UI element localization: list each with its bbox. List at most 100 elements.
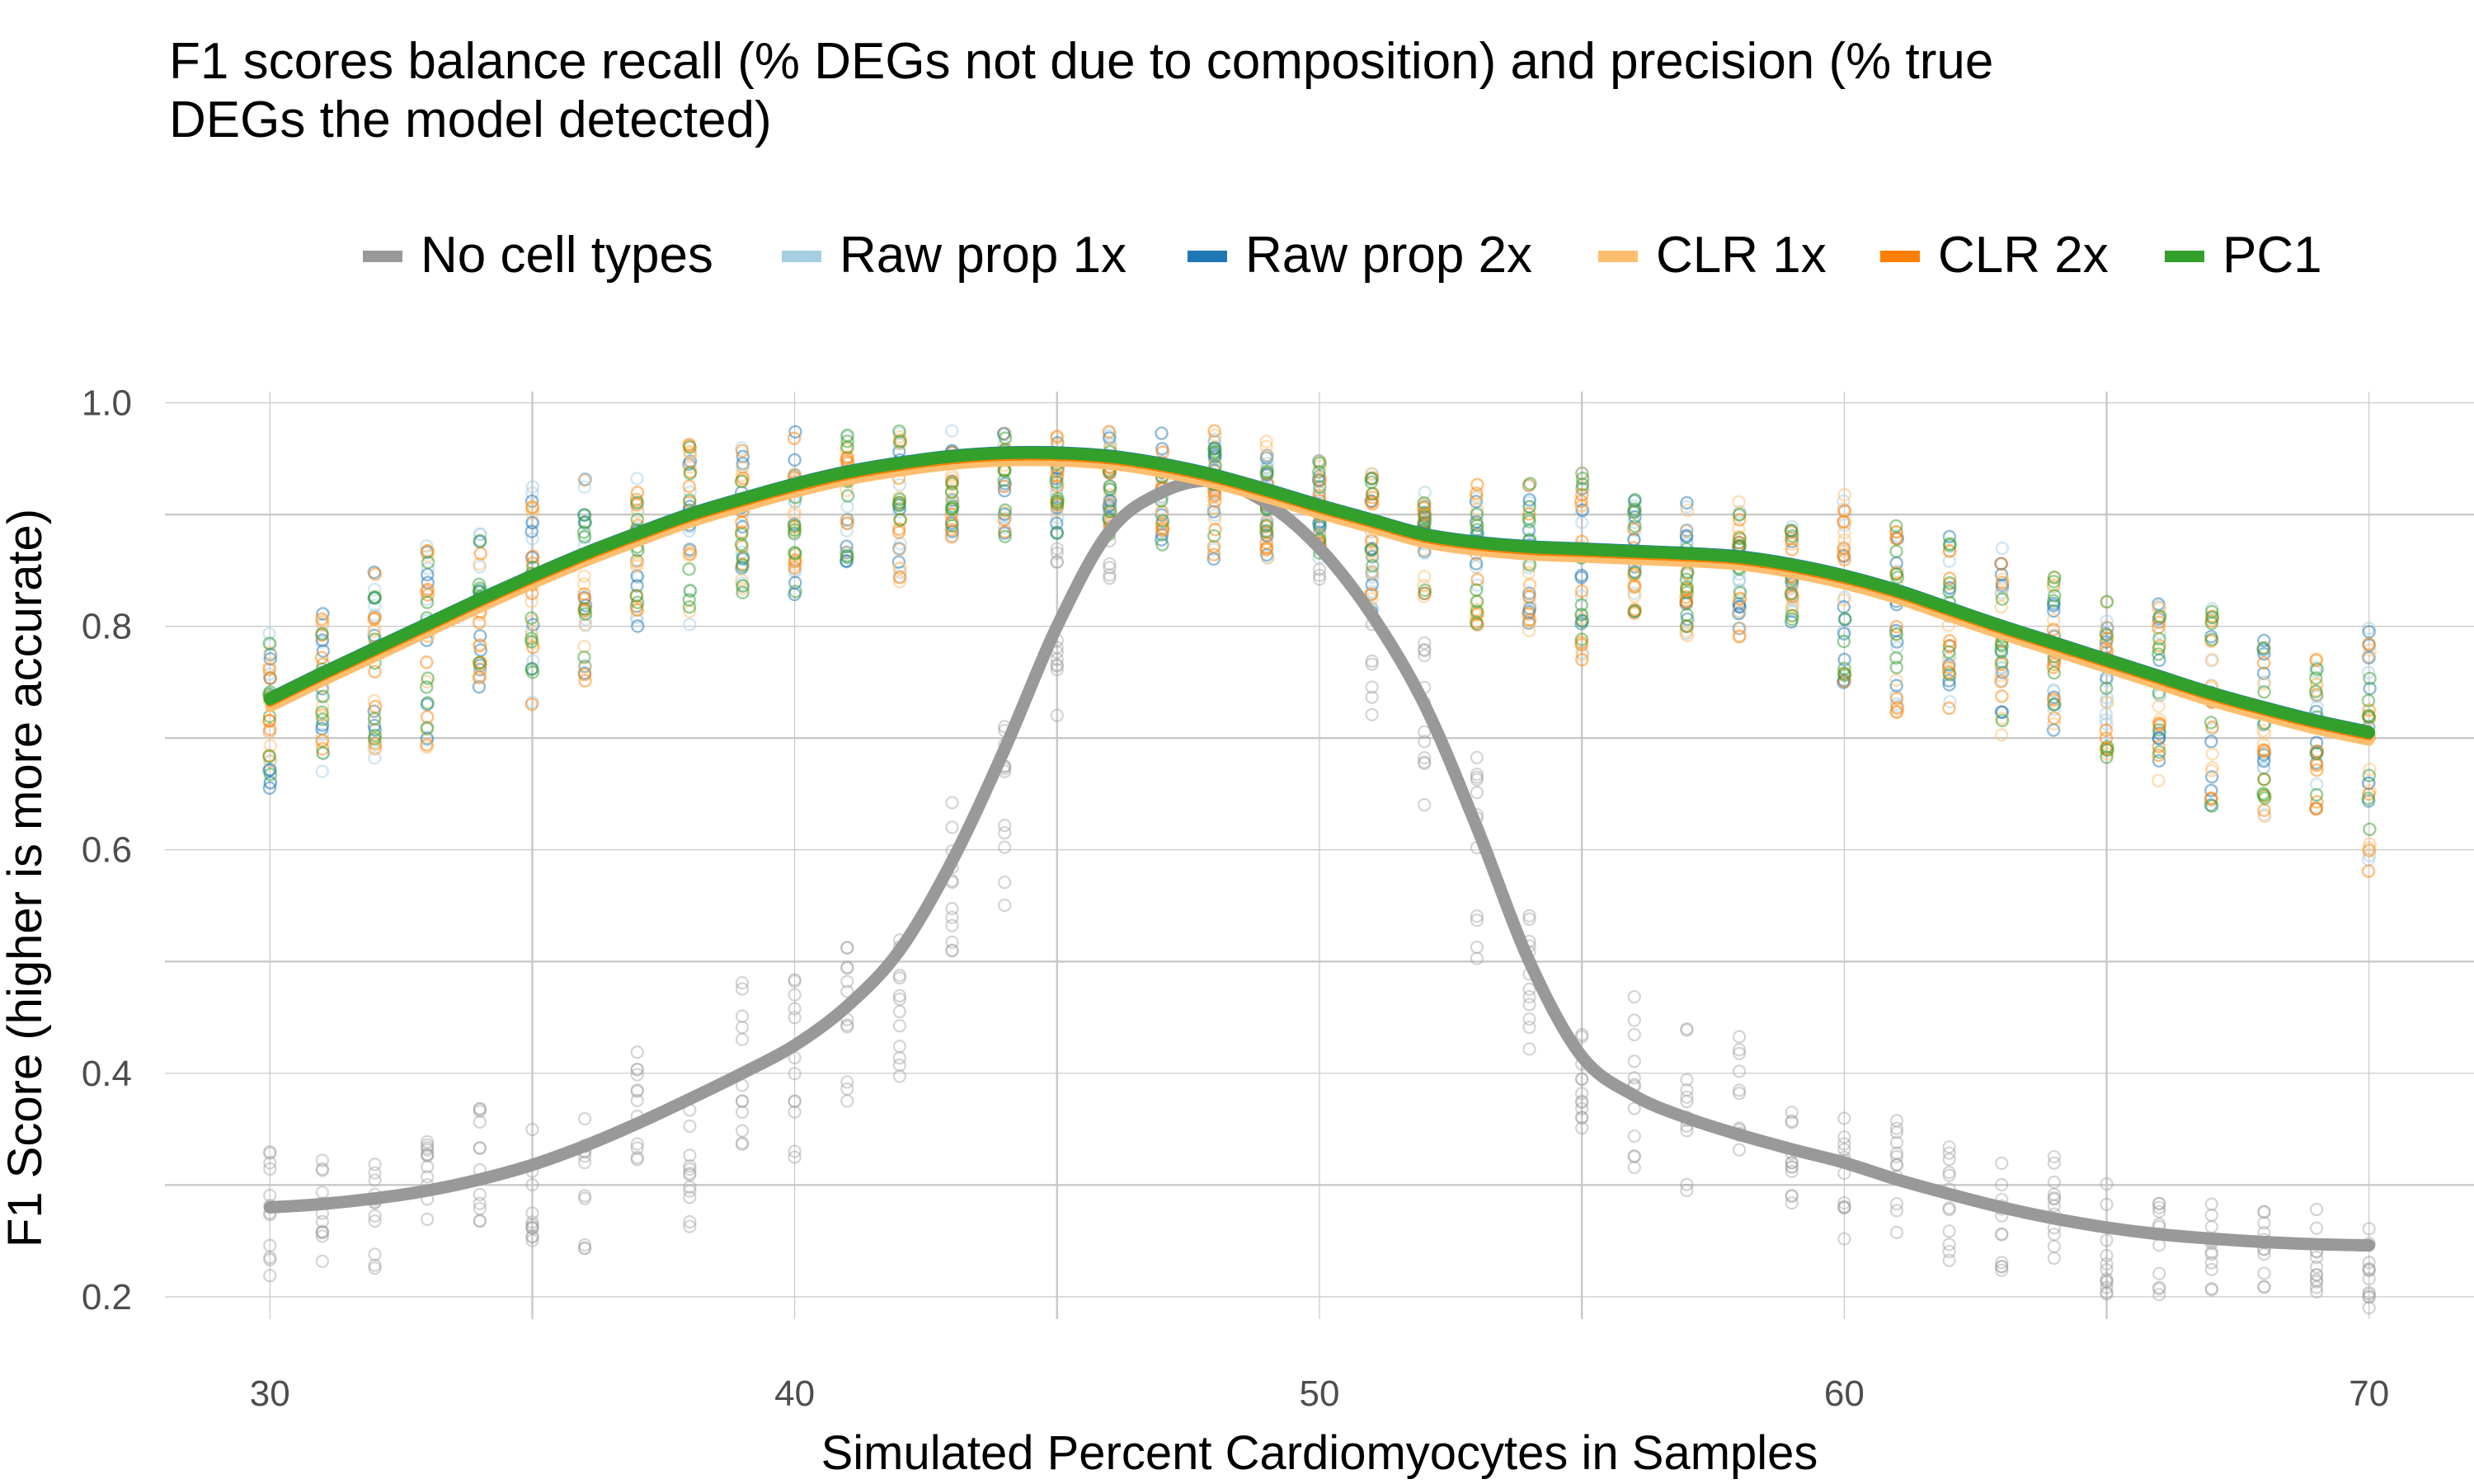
point-no-cell-types (1732, 1143, 1747, 1157)
point-1 (1470, 578, 1484, 592)
point-no-cell-types (525, 1221, 539, 1235)
point-no-cell-types (473, 1196, 487, 1210)
point-5 (1522, 500, 1536, 514)
point-no-cell-types (892, 1058, 907, 1073)
point-3 (1522, 566, 1536, 580)
point-no-cell-types (315, 1162, 330, 1176)
point-1 (630, 472, 644, 486)
point-5 (1259, 524, 1273, 538)
point-no-cell-types (1627, 989, 1641, 1004)
point-no-cell-types (473, 1104, 487, 1119)
point-4 (1206, 547, 1221, 561)
point-no-cell-types (577, 1111, 592, 1126)
point-4 (420, 738, 434, 752)
point-no-cell-types (473, 1141, 487, 1155)
point-4 (1522, 613, 1536, 627)
point-5 (788, 523, 802, 537)
point-no-cell-types (1837, 1201, 1851, 1215)
point-3 (1994, 728, 2009, 742)
point-no-cell-types (1418, 735, 1432, 749)
point-no-cell-types (735, 1105, 750, 1120)
point-no-cell-types (788, 1144, 802, 1158)
point-5 (1628, 492, 1642, 507)
point-no-cell-types (421, 1138, 435, 1153)
point-no-cell-types (1680, 1177, 1694, 1191)
point-5 (263, 768, 278, 782)
point-no-cell-types (630, 1093, 644, 1107)
point-no-cell-types (2152, 1280, 2166, 1294)
point-3 (1733, 621, 1747, 636)
point-1 (315, 727, 330, 742)
point-3 (1259, 439, 1273, 453)
point-no-cell-types (945, 820, 959, 834)
point-4 (788, 561, 802, 575)
point-no-cell-types (1995, 1227, 2009, 1241)
point-no-cell-types (1889, 1149, 1904, 1163)
point-no-cell-types (263, 1156, 277, 1170)
point-no-cell-types (1365, 707, 1379, 721)
point-no-cell-types (1575, 1111, 1589, 1125)
point-no-cell-types (892, 989, 907, 1003)
point-no-cell-types (2362, 1256, 2376, 1270)
point-5 (316, 689, 331, 703)
point-3 (2205, 747, 2219, 761)
point-no-cell-types (1732, 1030, 1747, 1044)
point-5 (1312, 465, 1326, 479)
x-axis-title: Simulated Percent Cardiomyocytes in Samp… (821, 1426, 1818, 1480)
point-5 (421, 671, 435, 685)
point-no-cell-types (2362, 1271, 2376, 1286)
point-5 (683, 440, 697, 454)
point-5 (998, 503, 1013, 517)
point-no-cell-types (577, 1189, 592, 1203)
point-3 (1837, 487, 1851, 502)
point-no-cell-types (525, 1233, 539, 1247)
point-no-cell-types (1522, 989, 1536, 1004)
point-5 (1628, 519, 1642, 533)
point-5 (892, 424, 906, 439)
point-5 (840, 440, 854, 454)
point-5 (1890, 571, 1905, 585)
point-5 (1103, 504, 1117, 519)
point-no-cell-types (2047, 1187, 2062, 1201)
point-no-cell-types (2309, 1280, 2324, 1294)
point-5 (2048, 589, 2062, 603)
point-no-cell-types (2362, 1290, 2376, 1304)
point-no-cell-types (840, 984, 854, 998)
point-4 (1364, 587, 1378, 602)
point-5 (2205, 610, 2219, 625)
point-no-cell-types (683, 1190, 697, 1205)
point-5 (2361, 693, 2376, 708)
point-4 (2361, 864, 2376, 878)
point-no-cell-types (421, 1212, 435, 1226)
point-no-cell-types (1995, 1156, 2009, 1171)
point-5 (576, 525, 591, 539)
point-3 (1628, 589, 1642, 603)
point-no-cell-types (1732, 1043, 1747, 1057)
point-no-cell-types (892, 1019, 907, 1033)
point-5 (2099, 681, 2114, 695)
point-no-cell-types (368, 1173, 382, 1187)
point-3 (2258, 809, 2272, 824)
point-5 (524, 662, 539, 677)
point-1 (368, 751, 382, 765)
point-1 (1890, 641, 1904, 655)
point-no-cell-types (473, 1101, 487, 1115)
point-no-cell-types (1418, 751, 1432, 765)
point-4 (1522, 589, 1536, 603)
point-5 (1628, 566, 1642, 580)
point-no-cell-types (2047, 1149, 2062, 1164)
point-no-cell-types (1627, 1054, 1641, 1068)
point-no-cell-types (788, 1095, 802, 1109)
point-5 (1050, 526, 1064, 540)
point-no-cell-types (683, 1148, 697, 1162)
point-no-cell-types (1627, 1160, 1641, 1175)
point-no-cell-types (473, 1214, 487, 1228)
point-5 (2257, 685, 2271, 699)
point-3 (788, 505, 802, 519)
point-no-cell-types (577, 1237, 592, 1252)
point-no-cell-types (2309, 1250, 2324, 1265)
point-5 (2204, 616, 2219, 631)
point-no-cell-types (2100, 1274, 2114, 1288)
point-no-cell-types (840, 961, 854, 975)
point-5 (944, 485, 959, 499)
